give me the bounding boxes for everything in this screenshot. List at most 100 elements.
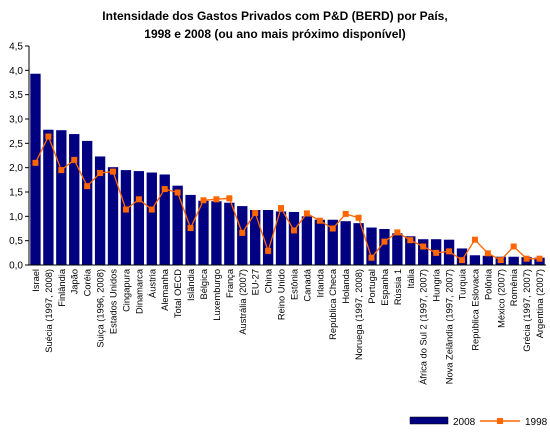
point-1998 (252, 209, 259, 216)
x-tick-label: Reino Unido (277, 269, 287, 320)
plot-area: 0,0 0,5 1,0 1,5 2,0 2,5 3,0 3,5 4,0 4,5 Israel Suéc… (9, 42, 546, 385)
x-tick-label: Suécia (1997, 2008) (44, 269, 54, 353)
y-tick-label: 3,5 (9, 90, 23, 101)
bar-2008 (262, 210, 274, 265)
bar-2008 (340, 221, 351, 265)
bar-2008 (405, 236, 416, 265)
point-1998 (71, 156, 78, 163)
bar-2008 (211, 201, 222, 265)
bar-2008 (81, 140, 93, 265)
point-1998 (290, 227, 297, 234)
y-tick-label: 0,5 (9, 236, 23, 247)
x-tick-label: Holanda (341, 268, 351, 303)
point-1998 (329, 225, 336, 232)
x-tick-label: Áustria (147, 268, 157, 298)
bar-2008 (379, 228, 390, 265)
point-1998 (122, 206, 129, 213)
x-tick-label: China (264, 268, 274, 293)
legend-label-2008: 2008 (453, 417, 476, 428)
x-tick-label: Cingapura (121, 268, 131, 312)
x-tick-label: Estados Unidos (109, 269, 119, 334)
bar-2008 (56, 130, 67, 265)
series-line-1998 (34, 134, 540, 262)
x-tick-label: Noruega (1997, 2008) (354, 269, 364, 360)
bar-2008 (172, 185, 183, 265)
point-1998 (536, 255, 543, 262)
point-1998 (135, 196, 142, 203)
x-tick-label: Israel (31, 269, 41, 292)
x-tick-label: França (225, 268, 235, 298)
point-1998 (58, 167, 65, 174)
x-tick-label: Polônia (483, 268, 493, 300)
x-tick-label: Turquia (457, 268, 467, 300)
bar-2008 (482, 255, 494, 265)
point-1998 (407, 237, 414, 244)
x-tick-label: Bélgica (199, 268, 209, 299)
x-tick-label: Dinamarca (134, 268, 144, 314)
point-1998 (394, 229, 401, 236)
x-tick-label: México (2007) (496, 269, 506, 328)
chart-subtitle: 1998 e 2008 (ou ano mais próximo disponí… (144, 27, 405, 41)
bar-2008 (418, 239, 429, 265)
bar-2008 (146, 172, 157, 265)
x-tick-label: Portugal (367, 269, 377, 304)
point-1998 (213, 196, 220, 203)
bar-2008 (314, 219, 325, 265)
bar-2008 (327, 219, 338, 265)
bar-2008 (275, 211, 287, 265)
point-1998 (278, 205, 285, 212)
x-tick-label: Espanha (380, 268, 390, 306)
y-tick-label: 1,0 (9, 212, 23, 223)
bar-2008 (43, 129, 54, 265)
point-1998 (148, 206, 155, 213)
x-tick-label: Canadá (302, 268, 312, 301)
bar-2008 (133, 171, 145, 265)
bar-2008 (159, 174, 170, 265)
x-tick-label: Romênia (509, 268, 519, 306)
y-tick-label: 4,5 (9, 42, 23, 53)
y-tick-label: 4,0 (9, 66, 23, 77)
x-tick-label: Austrália (2007) (238, 269, 248, 335)
point-1998 (110, 168, 117, 175)
point-1998 (174, 189, 181, 196)
point-1998 (471, 236, 478, 243)
point-1998 (381, 238, 388, 245)
x-tick-label: Suiça (1996, 2008) (96, 269, 106, 348)
x-tick-label: Alemanha (160, 268, 170, 311)
point-1998 (84, 183, 91, 190)
point-1998 (161, 186, 168, 193)
bar-2008 (392, 233, 403, 265)
x-tick-label: Hungria (432, 268, 442, 301)
point-1998 (316, 217, 323, 224)
bar-2008 (224, 202, 235, 265)
point-1998 (226, 195, 233, 202)
x-tick-label: República Eslovaca (470, 268, 480, 350)
x-tick-label: Nova Zelândia (1997, 2007) (445, 269, 455, 384)
x-tick-label: Japão (70, 269, 80, 294)
point-1998 (265, 247, 272, 254)
point-1998 (433, 249, 440, 256)
x-tick-label: Finlândia (57, 268, 67, 307)
point-1998 (484, 250, 491, 257)
bar-2008 (198, 200, 209, 265)
x-tick-label: Luxemburgo (212, 269, 222, 321)
bar-2008 (366, 227, 377, 265)
y-tick-label: 3,0 (9, 115, 23, 126)
legend-marker-1998 (497, 418, 503, 424)
x-tick-label: República Checa (328, 268, 338, 340)
y-tick-label: 2,0 (9, 163, 23, 174)
bar-2008 (288, 211, 300, 265)
x-tick-label: Grécia (1997, 2007) (522, 269, 532, 352)
point-1998 (239, 229, 246, 236)
bar-2008 (250, 210, 261, 265)
bar-2008 (508, 256, 519, 265)
point-1998 (187, 225, 194, 232)
y-tick-label: 1,5 (9, 188, 23, 199)
point-1998 (342, 210, 349, 217)
x-tick-label: Islândia (186, 268, 196, 301)
point-1998 (523, 255, 530, 262)
legend-label-1998: 1998 (525, 417, 548, 428)
point-1998 (510, 243, 517, 250)
bar-2008 (107, 167, 119, 265)
